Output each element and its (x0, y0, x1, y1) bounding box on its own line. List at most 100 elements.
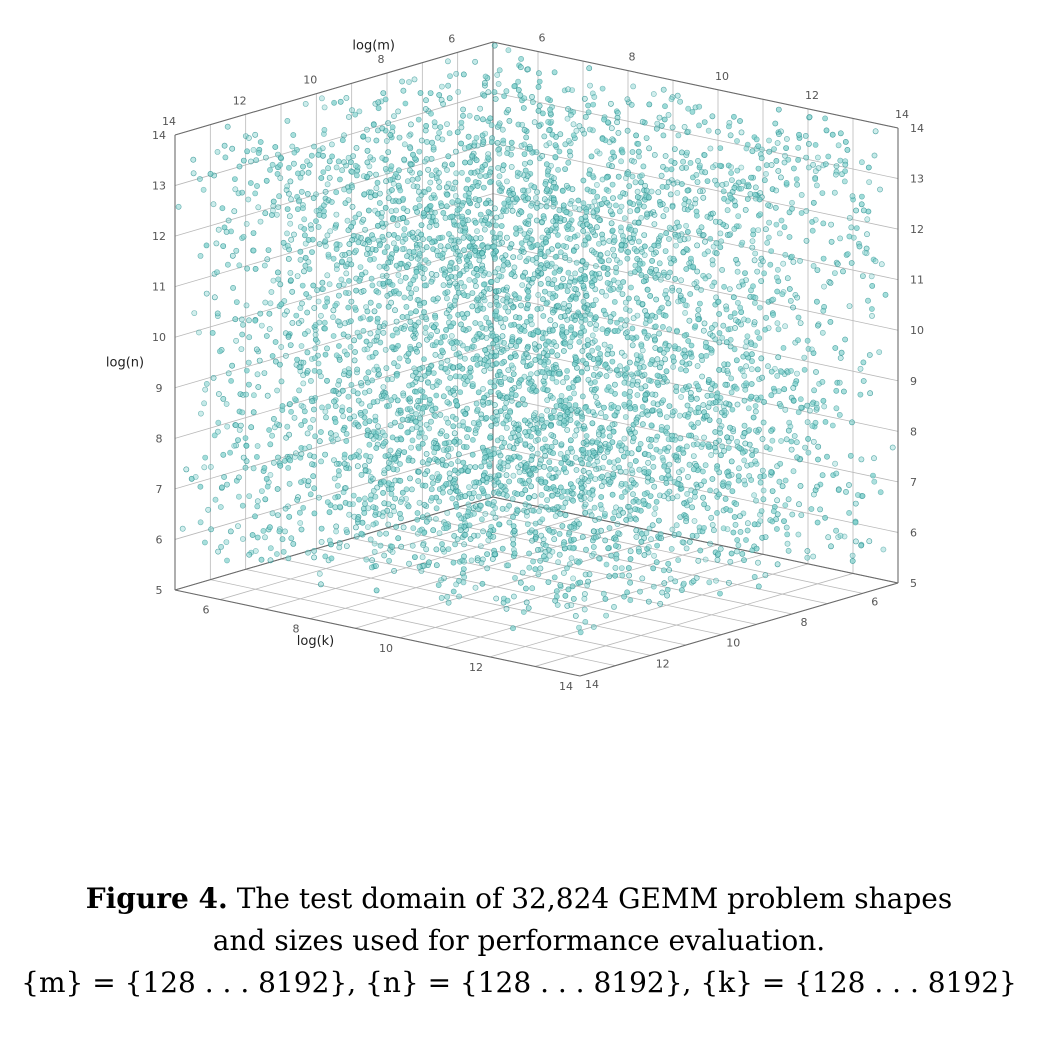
data-point (598, 446, 604, 453)
data-point (276, 528, 283, 535)
data-point (296, 197, 303, 204)
data-point (547, 465, 553, 472)
data-point (276, 361, 283, 368)
data-point (373, 185, 380, 192)
data-point (659, 304, 665, 311)
data-point (279, 536, 286, 543)
data-point (236, 262, 243, 269)
data-point (685, 128, 692, 135)
data-point (625, 295, 632, 302)
data-point (789, 511, 796, 518)
data-point (282, 352, 289, 359)
data-point (692, 323, 699, 329)
data-point (316, 319, 323, 326)
data-point (317, 581, 324, 588)
data-point (464, 176, 471, 183)
data-point (670, 354, 676, 360)
data-point (539, 516, 546, 523)
data-point (695, 316, 702, 323)
data-point (197, 410, 204, 417)
data-point (516, 401, 522, 408)
data-point (849, 558, 856, 564)
data-point (847, 452, 854, 459)
data-point (573, 313, 579, 319)
data-point (461, 292, 468, 298)
data-point (551, 69, 558, 76)
data-point (386, 557, 392, 564)
data-point (606, 573, 613, 580)
data-point (414, 208, 420, 215)
data-point (542, 181, 549, 187)
data-point (490, 218, 496, 225)
data-point (361, 510, 368, 516)
data-point (337, 503, 343, 510)
data-point (640, 163, 647, 170)
data-point (545, 276, 551, 283)
data-point (617, 440, 623, 446)
data-point (849, 193, 856, 200)
data-point (370, 399, 377, 405)
data-point (405, 503, 412, 510)
data-point (287, 269, 294, 276)
data-point (725, 483, 731, 490)
data-point (709, 522, 716, 528)
data-point (700, 232, 707, 238)
data-point (657, 276, 664, 283)
data-point (585, 109, 592, 116)
data-point (646, 317, 653, 324)
data-point (709, 332, 716, 339)
data-point (331, 475, 338, 482)
data-point (563, 209, 570, 216)
data-point (748, 366, 755, 373)
data-point (220, 451, 227, 458)
data-point (752, 195, 759, 202)
data-point (362, 269, 369, 276)
data-point (421, 394, 428, 401)
data-point (526, 386, 533, 393)
data-point (545, 119, 551, 125)
data-point (446, 95, 453, 102)
data-point (517, 92, 524, 99)
data-point (707, 487, 713, 494)
data-point (551, 574, 558, 581)
data-point (708, 349, 715, 356)
data-point (269, 510, 276, 517)
data-point (395, 235, 401, 241)
data-point (529, 585, 536, 592)
data-point (458, 467, 465, 474)
data-point (391, 568, 397, 574)
data-point (343, 430, 350, 437)
data-point (817, 506, 823, 513)
data-point (814, 483, 820, 490)
data-point (380, 90, 387, 96)
data-point (383, 138, 390, 144)
data-point (589, 347, 596, 354)
data-point (855, 492, 861, 498)
data-point (858, 201, 865, 208)
data-point (493, 294, 500, 300)
data-point (436, 184, 443, 191)
data-point (549, 375, 556, 382)
data-point (235, 493, 242, 500)
data-point (298, 526, 305, 533)
data-point (417, 387, 424, 394)
data-point (317, 312, 324, 319)
data-point (630, 83, 637, 90)
data-point (760, 419, 767, 426)
data-point (550, 370, 557, 377)
data-point (362, 500, 368, 507)
data-point (814, 519, 821, 526)
data-point (755, 559, 761, 566)
data-point (224, 423, 231, 430)
data-point (564, 288, 571, 294)
data-point (358, 380, 364, 386)
data-point (717, 145, 724, 151)
data-point (406, 79, 412, 85)
data-point (424, 138, 430, 145)
data-point (244, 148, 250, 155)
data-point (485, 209, 492, 215)
data-point (608, 155, 615, 162)
data-point (373, 137, 380, 144)
data-point (391, 419, 398, 426)
data-point (244, 265, 250, 272)
